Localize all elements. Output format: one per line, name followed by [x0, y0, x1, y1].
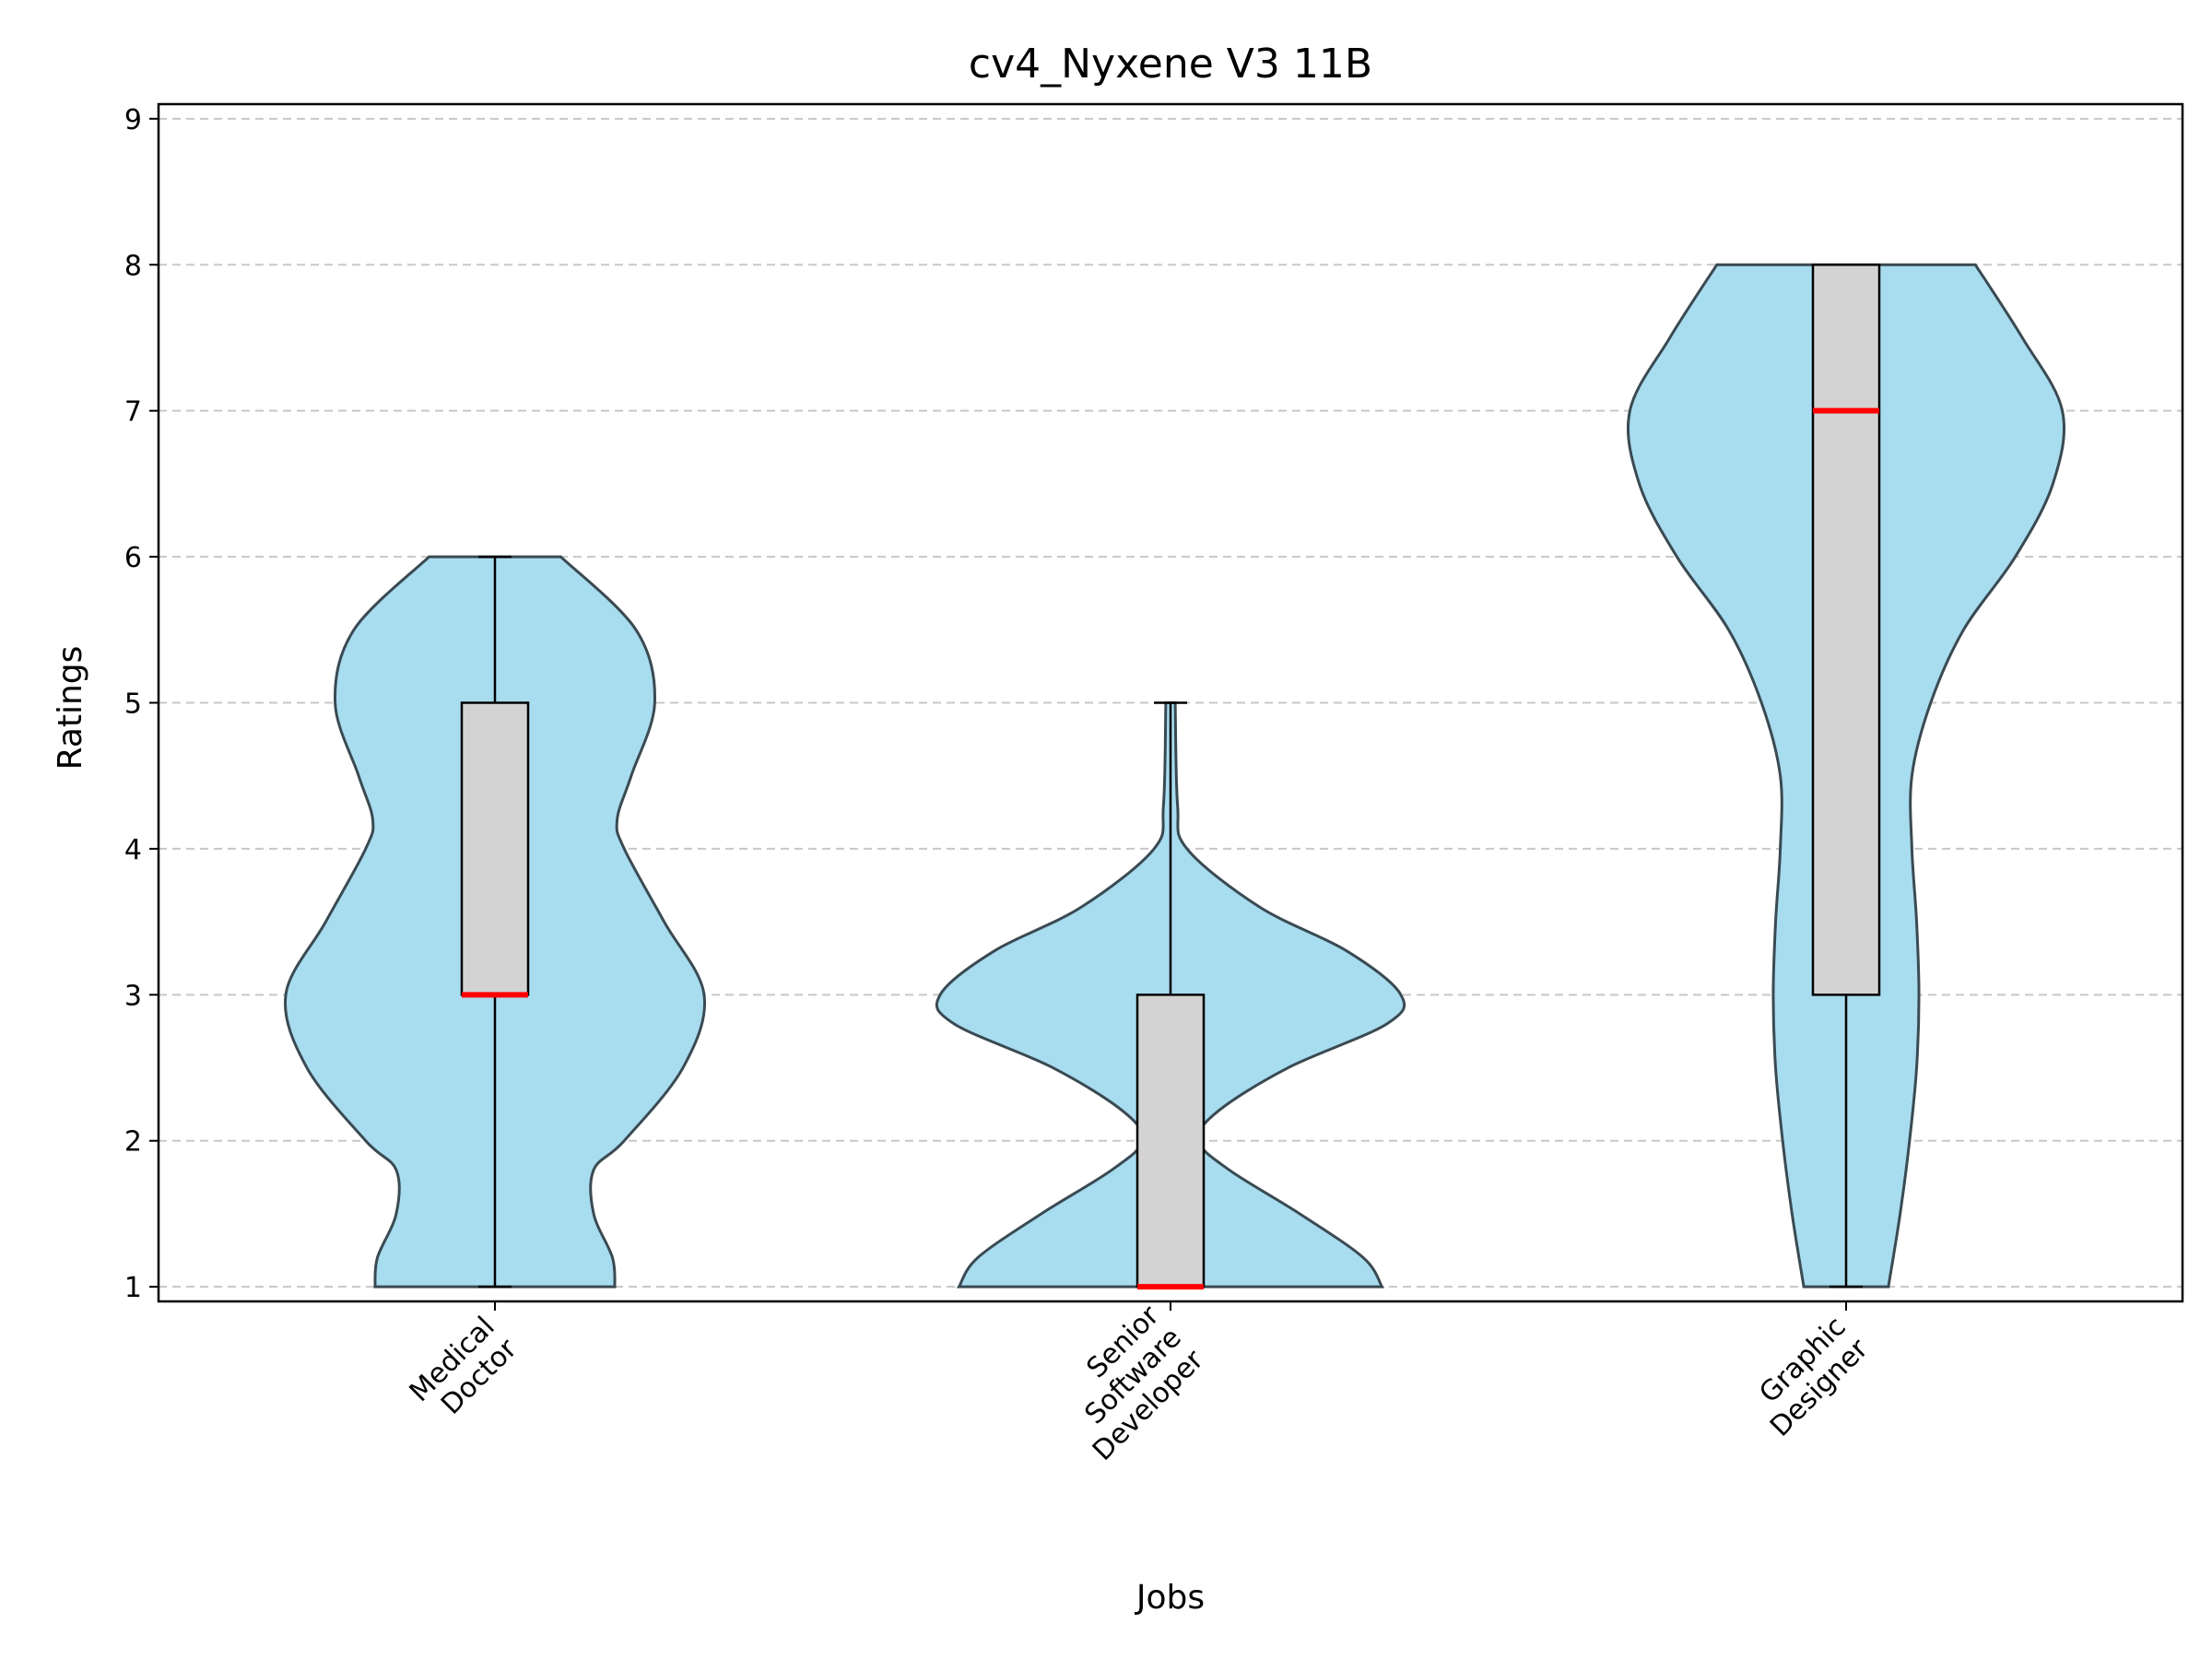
box-plots	[460, 264, 1881, 1290]
iqr-box	[1135, 994, 1206, 1288]
y-tick-label: 9	[124, 104, 142, 136]
y-tick-label: 1	[124, 1272, 142, 1304]
iqr-box	[1811, 264, 1881, 996]
y-tick-label: 3	[124, 980, 142, 1012]
x-axis-title: Jobs	[1135, 1579, 1205, 1617]
y-tick-label: 4	[124, 834, 142, 866]
y-tick-label: 2	[124, 1126, 142, 1159]
y-tick-label: 8	[124, 250, 142, 282]
y-tick-label: 7	[124, 396, 142, 429]
y-axis-ticks: 1 2 3 4 5 6 7 8 9	[124, 104, 159, 1304]
y-tick-label: 6	[124, 542, 142, 574]
y-axis-title: Ratings	[52, 646, 89, 771]
y-tick-label: 5	[124, 688, 142, 721]
iqr-box	[460, 701, 530, 996]
chart-title: cv4_Nyxene V3 11B	[969, 41, 1372, 88]
